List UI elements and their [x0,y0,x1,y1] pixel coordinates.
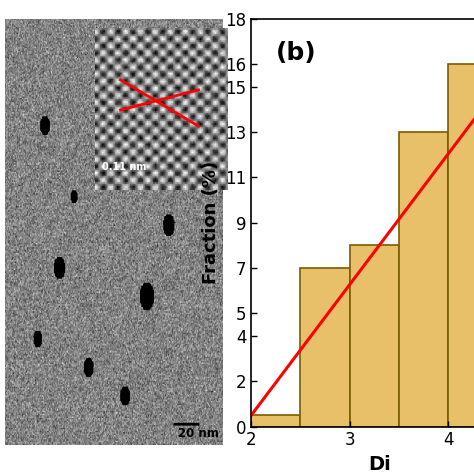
Bar [448,64,474,427]
X-axis label: Di: Di [368,455,391,474]
Text: 0.11 nm: 0.11 nm [102,163,146,173]
Bar [350,246,399,427]
Bar [399,132,448,427]
Text: (b): (b) [276,41,317,65]
Bar [301,268,350,427]
Y-axis label: Fraction (%): Fraction (%) [201,161,219,284]
Text: 20 nm: 20 nm [178,427,219,440]
Bar [251,415,301,427]
